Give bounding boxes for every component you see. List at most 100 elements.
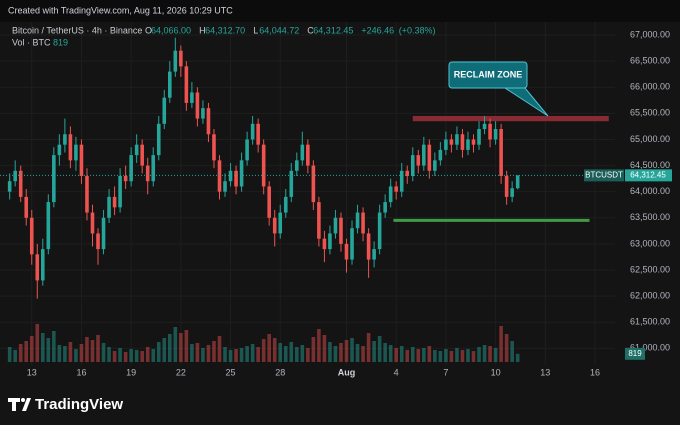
x-tick-label: 13 [27, 367, 37, 377]
candle-body [68, 134, 73, 161]
volume-bar [355, 344, 360, 362]
candle-body [477, 129, 481, 145]
volume-bar [57, 345, 62, 362]
volume-bar [482, 345, 487, 362]
volume-bar [444, 349, 448, 362]
x-tick-label: 7 [443, 367, 448, 377]
volume-bar [134, 350, 139, 362]
candle-body [256, 123, 260, 145]
volume-bar [488, 346, 492, 362]
callout-text: RECLAIM ZONE [454, 69, 523, 79]
candle-body [212, 134, 216, 161]
y-tick-label: 63,500.00 [630, 212, 670, 222]
volume-bar [85, 337, 89, 362]
ohlc-key: C [307, 25, 314, 35]
change: +246.46 [361, 25, 394, 35]
candle-body [272, 217, 277, 234]
volume-bar [388, 345, 393, 362]
candle-body [322, 238, 327, 250]
volume-bar [217, 336, 222, 362]
candle-body [190, 92, 194, 103]
volume-bar [366, 333, 371, 362]
candle-body [162, 97, 167, 124]
candle-body [35, 254, 40, 281]
candle-body [151, 155, 156, 182]
candle-body [123, 176, 128, 182]
volume-bar [372, 341, 376, 362]
volume-bar [7, 347, 12, 362]
candle-body [261, 144, 266, 187]
candle-body [107, 196, 111, 218]
y-tick-label: 62,500.00 [630, 264, 670, 274]
candle-body [317, 202, 321, 239]
volume-bar [466, 349, 470, 362]
volume-bar [145, 347, 150, 362]
candle-body [140, 144, 144, 166]
candle-body [278, 212, 283, 234]
candle-body [510, 188, 514, 197]
x-tick-label: 16 [76, 367, 86, 377]
price-tag-text: 64,312.45 [630, 170, 666, 179]
volume-bar [190, 344, 194, 362]
x-tick-label: 10 [491, 367, 501, 377]
volume-bar [173, 327, 178, 362]
volume-bar [223, 347, 227, 362]
y-tick-label: 67,000.00 [630, 29, 670, 39]
candle-body [195, 92, 200, 119]
volume-bar [201, 348, 205, 362]
volume-title: Vol · BTC [12, 37, 51, 47]
volume-bar [79, 344, 84, 362]
volume-bar [477, 347, 481, 362]
volume-bar [377, 336, 382, 362]
candle-body [449, 139, 454, 145]
volume-bar [228, 350, 233, 362]
candle-body [228, 170, 233, 182]
candle-body [52, 155, 56, 203]
volume-tag [625, 347, 645, 360]
ohlc-value: 64,066.00 [151, 25, 191, 35]
candle-body [377, 212, 382, 250]
candle-body [18, 170, 23, 197]
candle-body [245, 139, 249, 161]
candle-body [422, 144, 426, 166]
volume-bar [339, 343, 343, 362]
candle-body [118, 176, 122, 208]
volume-bar [427, 346, 432, 362]
x-tick-label: 16 [590, 367, 600, 377]
logo-dot [21, 398, 25, 402]
volume-value: 819 [53, 37, 68, 47]
candle-body [168, 71, 172, 98]
volume-bar [162, 338, 167, 362]
volume-bar [433, 350, 437, 362]
candle-body [74, 144, 78, 161]
y-tick-label: 62,000.00 [630, 290, 670, 300]
x-tick-label: 4 [394, 367, 399, 377]
candle-body [201, 108, 205, 119]
candle-body [173, 50, 178, 72]
volume-bar [311, 337, 316, 362]
volume-bar [112, 351, 117, 362]
candle-body [267, 186, 271, 218]
ohlc-key: H [199, 25, 206, 35]
candle-body [250, 123, 255, 140]
volume-bar [515, 353, 520, 362]
volume-bar [300, 345, 305, 362]
volume-bar [123, 352, 128, 362]
candle-body [24, 196, 29, 218]
candle-body [499, 129, 503, 177]
x-tick-label: Aug [338, 367, 356, 377]
ohlc-key: O [145, 25, 152, 35]
volume-bar [101, 343, 106, 362]
candle-body [306, 144, 310, 166]
y-tick-label: 65,000.00 [630, 134, 670, 144]
volume-bar [118, 348, 122, 362]
volume-bar [499, 326, 503, 362]
volume-bar [306, 348, 310, 362]
volume-bar [107, 347, 111, 362]
volume-bar [383, 343, 387, 362]
callout: RECLAIM ZONE [448, 61, 549, 117]
candle-body [460, 134, 465, 150]
candle-body [90, 212, 95, 234]
y-tick-label: 63,000.00 [630, 238, 670, 248]
volume-bar [168, 334, 172, 362]
